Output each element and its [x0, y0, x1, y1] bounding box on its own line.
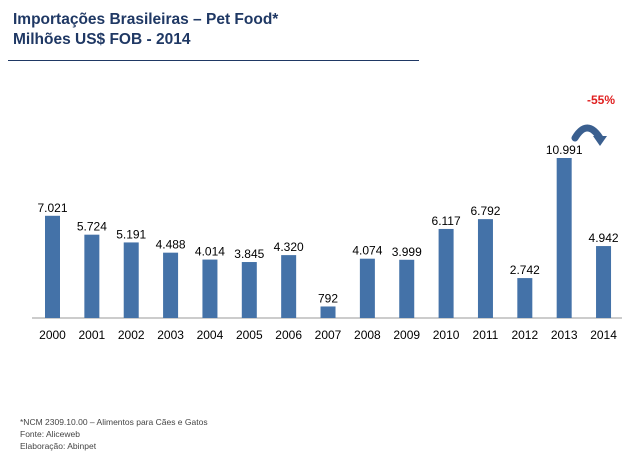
value-label-2014: 4.942 [589, 231, 619, 245]
bar-2012 [517, 278, 533, 318]
category-label-2004: 2004 [197, 328, 224, 342]
category-label-2002: 2002 [118, 328, 145, 342]
value-label-2002: 5.191 [116, 227, 146, 241]
bar-2001 [84, 234, 100, 318]
value-label-2003: 4.488 [156, 238, 186, 252]
value-label-2009: 3.999 [392, 245, 422, 259]
category-label-2005: 2005 [236, 328, 263, 342]
value-label-2001: 5.724 [77, 220, 107, 234]
category-label-2007: 2007 [315, 328, 342, 342]
bar-2013 [556, 158, 572, 318]
category-label-2001: 2001 [79, 328, 106, 342]
change-percent-label: -55% [587, 93, 615, 107]
bar-2000 [45, 215, 60, 318]
value-label-2010: 6.117 [432, 214, 461, 228]
value-label-2013: 10.991 [546, 143, 583, 157]
category-label-2010: 2010 [433, 328, 460, 342]
bar-2008 [359, 258, 375, 318]
trend-arrow-annotation: -55% [571, 93, 615, 146]
bar-2005 [241, 262, 257, 318]
footnote-ncm: *NCM 2309.10.00 – Alimentos para Cães e … [20, 417, 208, 427]
bar-2003 [163, 252, 179, 318]
footnote-author: Elaboração: Abinpet [20, 441, 97, 451]
category-label-2000: 2000 [39, 328, 66, 342]
title-underline [8, 60, 419, 61]
chart-footer: *NCM 2309.10.00 – Alimentos para Cães e … [20, 416, 208, 452]
curved-arrow-icon [571, 124, 604, 142]
value-label-2004: 4.014 [195, 245, 225, 259]
value-label-2006: 4.320 [274, 240, 304, 254]
value-label-2000: 7.021 [37, 201, 67, 215]
category-label-2014: 2014 [590, 328, 617, 342]
bar-2002 [123, 242, 139, 318]
value-label-2007: 792 [318, 291, 338, 305]
category-label-2013: 2013 [551, 328, 578, 342]
bar-2006 [281, 255, 297, 318]
value-label-2008: 4.074 [352, 244, 382, 258]
value-label-2011: 6.792 [470, 204, 500, 218]
category-label-2012: 2012 [511, 328, 538, 342]
title-line-1: Importações Brasileiras – Pet Food* [13, 11, 279, 28]
value-label-2012: 2.742 [510, 263, 540, 277]
category-label-2011: 2011 [473, 328, 499, 342]
bar-2010 [438, 228, 454, 318]
footnote-source: Fonte: Aliceweb [20, 429, 81, 439]
category-label-2003: 2003 [157, 328, 184, 342]
bar-2009 [399, 259, 415, 318]
category-label-2008: 2008 [354, 328, 381, 342]
bar-2011 [477, 219, 493, 318]
bar-2014 [596, 246, 612, 318]
value-label-2005: 3.845 [234, 247, 264, 261]
category-label-2009: 2009 [393, 328, 420, 342]
arrow-head-icon [593, 136, 607, 146]
bar-2007 [320, 306, 336, 318]
bar-2004 [202, 259, 218, 318]
chart-title: Importações Brasileiras – Pet Food* Milh… [13, 10, 278, 50]
category-label-2006: 2006 [275, 328, 302, 342]
title-line-2: Milhões US$ FOB - 2014 [13, 31, 191, 48]
